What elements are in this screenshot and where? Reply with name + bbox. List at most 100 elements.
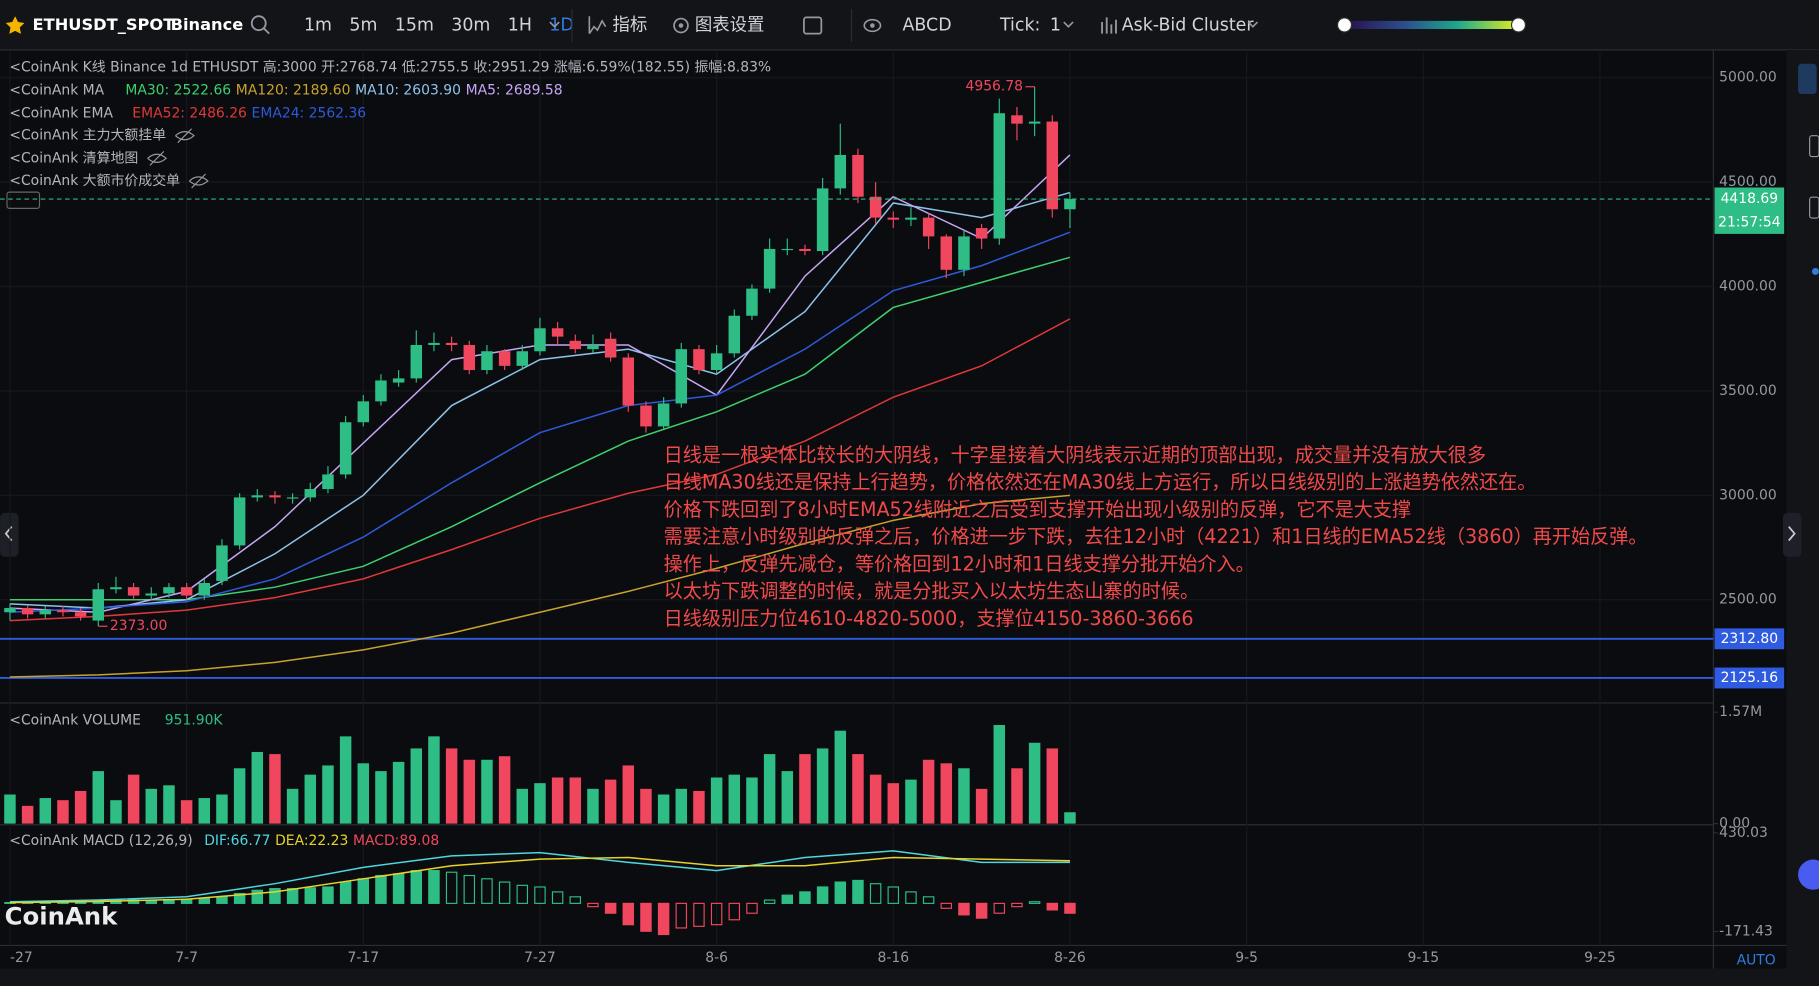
annotation-line: 以太坊下跌调整的时候，就是分批买入以太坊生态山寨的时候。 [664, 580, 1199, 603]
volume-bar [905, 779, 917, 824]
candle-body [816, 188, 829, 252]
interval-menu[interactable] [549, 21, 560, 28]
macd-bar [693, 902, 705, 927]
candle-body [887, 217, 900, 220]
tick-value[interactable]: 1 [1050, 16, 1061, 36]
volume-bar [799, 754, 811, 824]
annotation-line: 日线是一根实体比较长的大阴线，十字星接着大阴线表示近期的顶部出现，成交量并没有放… [664, 443, 1486, 466]
interval-button[interactable]: 1D [549, 16, 573, 36]
candle-body [622, 357, 635, 406]
volume-bar [163, 785, 175, 824]
interval-button[interactable]: 1H [508, 16, 532, 36]
macd-bar [640, 902, 652, 932]
assistant-button[interactable] [1798, 859, 1819, 890]
watermark: CoinAnk [5, 902, 118, 931]
macd-bar [198, 897, 211, 904]
candle-body [746, 288, 758, 316]
favorite-icon[interactable] [5, 16, 25, 34]
indicator-icon[interactable] [588, 16, 607, 35]
volume-bar [74, 790, 87, 824]
sidebar-tool[interactable] [1798, 63, 1817, 94]
macd-bar [852, 879, 864, 904]
indicators-button[interactable]: 指标 [613, 16, 648, 36]
volume-bar [322, 765, 334, 824]
volume-bar [551, 777, 564, 824]
volume-bar [587, 788, 599, 824]
hide-toggle[interactable] [147, 150, 168, 166]
y-tick-label: -171.43 [1719, 923, 1773, 939]
settings-icon[interactable] [673, 17, 689, 34]
crosshair-box [6, 191, 41, 209]
volume-bar [781, 771, 794, 824]
candle-body [975, 228, 988, 239]
volume-bar [604, 779, 617, 824]
candle-body [905, 217, 917, 220]
footer [0, 968, 1819, 986]
volume-bar [233, 768, 246, 824]
heat-slider[interactable] [1343, 20, 1520, 29]
volume-bar [763, 754, 776, 824]
drawing-icon[interactable] [863, 18, 882, 33]
volume-bar [922, 759, 935, 824]
candle-body [657, 403, 670, 427]
volume-bar [1064, 812, 1076, 824]
legend-entry: DEA:22.23 [275, 833, 348, 849]
indicator-line [9, 850, 1070, 903]
volume-bar [657, 794, 670, 824]
candle-body [251, 495, 264, 498]
legend-entry: 951.90K [165, 712, 224, 728]
macd-bar [940, 902, 953, 909]
drawing-tool[interactable]: ABCD [903, 16, 952, 36]
candle-body [940, 236, 953, 270]
slider-handle[interactable] [1510, 17, 1527, 33]
settings-button[interactable]: 图表设置 [695, 16, 765, 36]
candle-body [551, 328, 564, 337]
candle-body [922, 217, 935, 237]
interval-button[interactable]: 30m [451, 16, 490, 36]
macd-bar [657, 902, 670, 936]
candle-body [410, 344, 423, 379]
macd-bar [375, 874, 387, 904]
legend: <CoinAnk K线 Binance 1d ETHUSDT 高:3000 开:… [9, 58, 771, 849]
hide-toggle[interactable] [175, 128, 195, 144]
slider-handle[interactable] [1336, 17, 1353, 33]
interval-button[interactable]: 5m [349, 16, 377, 36]
layout-button[interactable] [803, 16, 823, 35]
min-label: 2373.00 [110, 618, 168, 634]
volume-bar [816, 748, 829, 824]
symbol[interactable]: ETHUSDT_SPOT [33, 15, 175, 34]
price-line-label: 2125.16 [1721, 670, 1779, 686]
tick-menu[interactable] [1063, 21, 1074, 28]
volume-bar [269, 754, 281, 824]
indicator-line [9, 856, 1070, 904]
candle-body [710, 353, 723, 371]
collapse-right[interactable] [1782, 512, 1802, 557]
macd-bar [516, 884, 529, 904]
macd-bar [1064, 902, 1076, 914]
price-line-tag [1714, 667, 1785, 689]
candle-body [233, 497, 246, 546]
volume-bar [39, 798, 52, 824]
cluster-button[interactable]: Ask-Bid Cluster [1122, 16, 1255, 36]
macd-bar [622, 902, 635, 926]
candle-body [286, 497, 299, 499]
y-tick-label: 1.57M [1719, 704, 1762, 720]
cluster-menu[interactable] [1247, 21, 1259, 28]
hide-toggle[interactable] [188, 173, 209, 189]
macd-bar [799, 891, 811, 904]
macd-bar [251, 889, 264, 904]
volume-bar [4, 794, 16, 824]
interval-button[interactable]: 1m [304, 16, 332, 36]
volume-bar [534, 783, 546, 824]
volume-bar [127, 774, 140, 824]
sidebar-tool[interactable] [1811, 267, 1819, 275]
collapse-left[interactable] [0, 512, 19, 557]
candle-body [869, 196, 882, 218]
x-tick-label: 8-26 [1054, 950, 1086, 966]
volume-bar [339, 736, 352, 824]
scale-mode[interactable]: AUTO [1737, 952, 1776, 968]
candle-body [640, 405, 652, 427]
indicator-line [9, 231, 1071, 614]
search-icon[interactable] [250, 15, 270, 35]
interval-button[interactable]: 15m [395, 16, 434, 36]
